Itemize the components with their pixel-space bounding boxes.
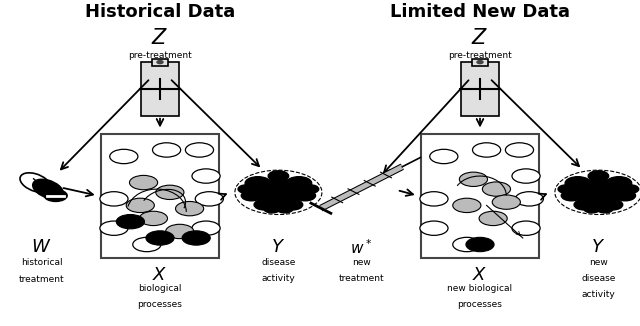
Circle shape	[477, 61, 483, 64]
Circle shape	[420, 221, 448, 235]
Circle shape	[276, 204, 293, 213]
Circle shape	[241, 190, 262, 201]
Text: Historical Data: Historical Data	[85, 3, 235, 21]
Circle shape	[573, 179, 624, 205]
Circle shape	[192, 169, 220, 183]
FancyBboxPatch shape	[141, 62, 179, 116]
Text: processes: processes	[138, 300, 182, 309]
FancyBboxPatch shape	[421, 134, 540, 258]
Circle shape	[558, 185, 575, 193]
Text: $W$: $W$	[31, 238, 52, 256]
FancyBboxPatch shape	[472, 59, 488, 66]
Circle shape	[156, 185, 184, 200]
Circle shape	[132, 237, 161, 252]
Circle shape	[606, 177, 632, 190]
Text: processes: processes	[458, 300, 502, 309]
Text: $Z$: $Z$	[472, 28, 488, 48]
Circle shape	[506, 143, 534, 157]
Circle shape	[146, 231, 174, 245]
Text: new biological: new biological	[447, 284, 513, 293]
Circle shape	[182, 231, 211, 245]
Circle shape	[286, 177, 312, 190]
Circle shape	[100, 192, 128, 206]
Circle shape	[192, 221, 220, 235]
Text: new: new	[589, 258, 608, 267]
Circle shape	[116, 215, 145, 229]
Text: $Y$: $Y$	[591, 238, 605, 256]
Circle shape	[483, 182, 511, 196]
Circle shape	[253, 179, 304, 205]
Circle shape	[44, 190, 67, 201]
Circle shape	[429, 149, 458, 164]
Text: pre-treatment: pre-treatment	[128, 51, 192, 60]
Text: disease: disease	[581, 274, 616, 283]
Text: $X$: $X$	[472, 266, 488, 284]
Ellipse shape	[20, 173, 51, 192]
Text: disease: disease	[261, 258, 296, 267]
Circle shape	[512, 169, 540, 183]
Circle shape	[452, 237, 481, 252]
FancyBboxPatch shape	[152, 59, 168, 66]
Circle shape	[622, 185, 639, 193]
Circle shape	[479, 211, 508, 226]
Text: $Z$: $Z$	[152, 28, 168, 48]
Circle shape	[195, 192, 223, 206]
Circle shape	[140, 211, 168, 226]
Text: new: new	[352, 258, 371, 267]
Text: historical: historical	[20, 258, 63, 267]
Circle shape	[492, 195, 520, 209]
Circle shape	[282, 200, 303, 210]
Ellipse shape	[33, 179, 63, 199]
Circle shape	[268, 171, 289, 181]
Circle shape	[302, 185, 319, 193]
Circle shape	[420, 192, 448, 206]
Circle shape	[584, 204, 600, 213]
Circle shape	[515, 192, 543, 206]
Circle shape	[574, 200, 595, 210]
Circle shape	[126, 198, 154, 213]
Circle shape	[565, 177, 591, 190]
Text: biological: biological	[138, 284, 182, 293]
Text: activity: activity	[582, 290, 615, 299]
Circle shape	[615, 190, 636, 201]
Circle shape	[245, 177, 271, 190]
Text: pre-treatment: pre-treatment	[448, 51, 512, 60]
Circle shape	[175, 201, 204, 216]
Circle shape	[166, 224, 194, 239]
Circle shape	[254, 200, 275, 210]
Circle shape	[264, 204, 280, 213]
Circle shape	[561, 190, 582, 201]
Circle shape	[588, 171, 609, 181]
Circle shape	[152, 143, 180, 157]
Circle shape	[238, 185, 255, 193]
Circle shape	[466, 237, 494, 252]
FancyBboxPatch shape	[461, 62, 499, 116]
FancyBboxPatch shape	[101, 134, 219, 258]
Text: activity: activity	[262, 274, 295, 283]
Text: $w^*$: $w^*$	[351, 238, 372, 257]
Text: $Y$: $Y$	[271, 238, 285, 256]
Circle shape	[100, 221, 128, 235]
Circle shape	[109, 149, 138, 164]
Circle shape	[157, 61, 163, 64]
Circle shape	[472, 143, 500, 157]
Circle shape	[596, 204, 613, 213]
Text: Limited New Data: Limited New Data	[390, 3, 570, 21]
Circle shape	[129, 175, 157, 190]
Circle shape	[452, 198, 481, 213]
Circle shape	[512, 221, 540, 235]
Circle shape	[295, 190, 316, 201]
Circle shape	[460, 172, 488, 186]
Text: treatment: treatment	[19, 275, 65, 285]
Text: treatment: treatment	[339, 274, 385, 283]
Circle shape	[602, 200, 623, 210]
Circle shape	[186, 143, 214, 157]
Text: $X$: $X$	[152, 266, 168, 284]
